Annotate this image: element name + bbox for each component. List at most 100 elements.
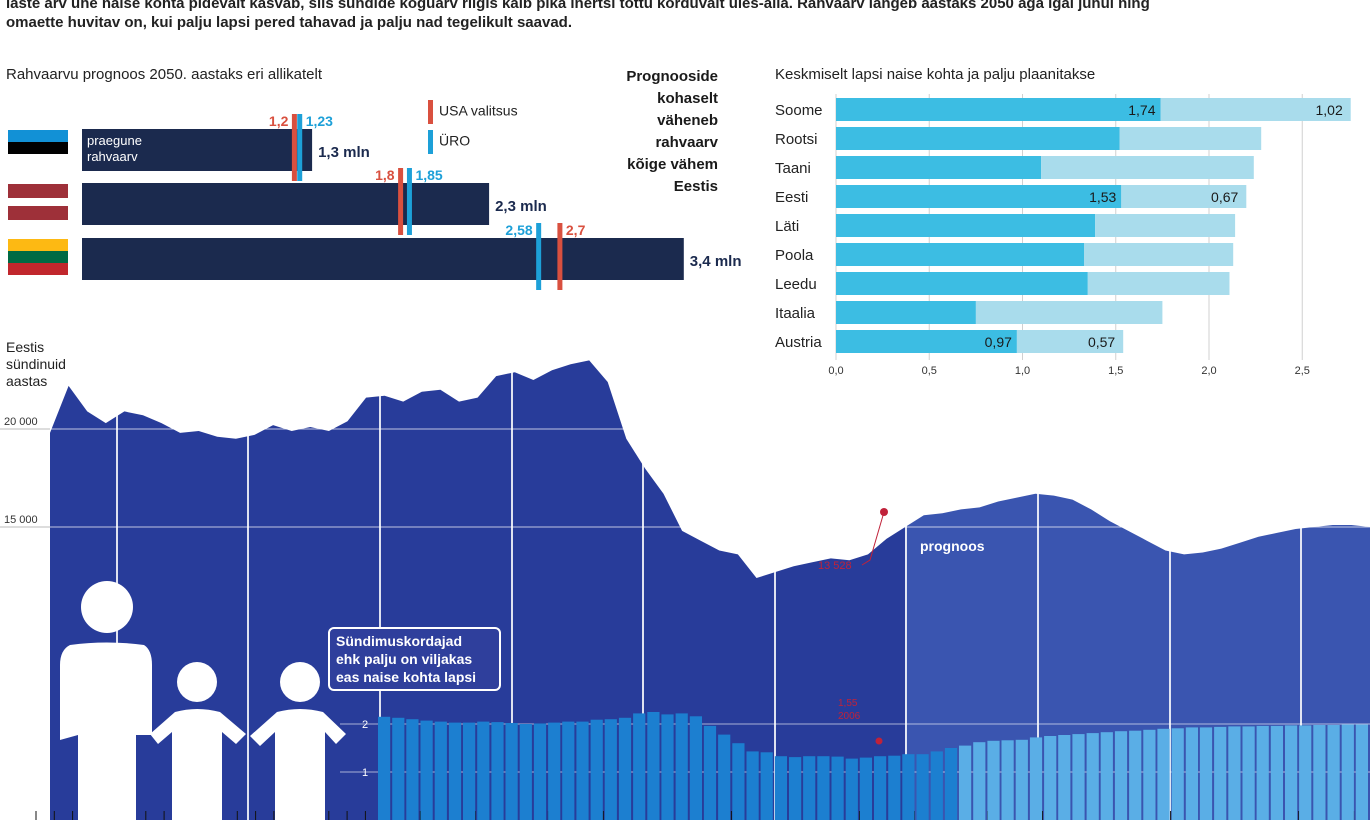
adult-body-icon [60,642,152,820]
fertility-marker [875,737,883,745]
planned-value-label: 0,57 [1088,334,1115,350]
actual-value-label: 0,97 [985,334,1012,350]
flag-stripe [8,184,68,198]
usa-forecast-label: 1,8 [375,167,395,183]
country-label: Itaalia [775,305,816,322]
fertility-bar [463,722,476,820]
flag-stripe [8,263,68,275]
fertility-bar [647,712,660,820]
fertility-bar [1285,725,1298,820]
preferences-tick-label: 1,5 [1108,365,1123,377]
fertility-bar [987,740,1000,820]
births-axis-label: Eestis sündinuid aastas [6,339,66,390]
flag-stripe [8,130,68,142]
fertility-tick-label: 2 [362,719,368,731]
adult-head-icon [81,581,133,633]
child-head-icon [177,662,217,702]
flag-stripe [8,251,68,263]
usa-forecast-marker [557,223,563,290]
country-label: Leedu [775,276,817,293]
uro-forecast-marker [536,223,542,290]
fertility-bar [1228,726,1241,820]
fertility-bar [576,721,589,820]
planned-children-bar [1084,243,1234,266]
fertility-title-line: ehk palju on viljakas [336,651,473,667]
fertility-bar [448,722,462,820]
country-label: Taani [775,160,811,177]
fertility-bar [1129,730,1142,820]
fertility-bar [1199,727,1213,820]
fertility-bar [874,756,887,820]
fertility-bar [392,717,405,820]
actual-children-bar [836,127,1120,150]
current-population-bar [82,129,313,171]
planned-children-bar [1121,185,1247,208]
births-label-line: Eestis [6,339,45,355]
actual-children-bar [836,156,1042,179]
side-note-line: Prognooside [626,68,718,85]
flag-stripe [8,154,68,166]
fertility-marker-year: 2006 [838,711,861,722]
fertility-bar [859,757,872,820]
legend-usa: USA valitsus [428,100,518,124]
fertility-bar [774,756,787,820]
planned-children-bar [975,301,1163,324]
fertility-bar [1058,735,1071,820]
fertility-bar [1313,725,1326,820]
fertility-bar [434,721,447,820]
fertility-bar [902,754,915,820]
usa-forecast-marker [398,168,404,235]
births-area-historical [50,360,906,820]
current-population-label: 3,4 mln [690,253,742,270]
fertility-title-line: eas naise kohta lapsi [336,669,477,685]
births-marker-label: 13 528 [818,560,852,572]
fertility-bar [406,719,419,820]
fertility-bar [930,751,943,820]
legend-uro-swatch [428,130,433,154]
fertility-bar [1143,729,1156,820]
fertility-bar [1114,731,1128,820]
fertility-bar [1341,724,1354,820]
usa-forecast-label: 1,2 [269,113,289,129]
uro-forecast-marker [406,168,412,235]
intro-line-1: laste arv ühe naise kohta pidevalt kasva… [6,0,1150,12]
preferences-tick-label: 0,0 [828,365,843,377]
fertility-bar [1214,726,1227,820]
family-figures [60,581,346,820]
flag-stripe [8,206,68,220]
births-tick-label: 15 000 [4,514,38,526]
births-label-line: aastas [6,373,48,389]
fertility-bar [1270,725,1283,820]
fertility-bar [732,743,745,820]
preferences-chart: 0,0 0,5 1,0 1,5 2,0 2,5 Soome Rootsi Taani Eesti L… [770,92,1351,377]
population-chart-title: Rahvaarvu prognoos 2050. aastaks eri all… [6,66,323,83]
side-note-line: kõige vähem [627,156,718,173]
preferences-tick-label: 2,5 [1295,365,1310,377]
flag-stripe [8,142,68,154]
usa-forecast-marker [291,114,297,181]
planned-children-bar [1087,272,1230,295]
fertility-bar [1072,734,1085,820]
fertility-bar [1242,726,1255,820]
fertility-title-line: Sündimuskordajad [336,633,463,649]
fertility-bar [1355,724,1368,820]
fertility-bar [533,723,547,820]
usa-forecast-label: 2,7 [566,222,586,238]
preferences-tick-label: 0,5 [922,365,937,377]
preferences-tick-label: 2,0 [1201,365,1216,377]
fertility-bar [420,720,433,820]
fertility-bar [1256,725,1269,820]
uro-forecast-label: 2,58 [505,222,532,238]
fertility-bar [944,748,958,820]
fertility-bar [491,722,504,820]
actual-children-bar [836,214,1096,237]
fertility-bar [675,713,688,820]
actual-children-bar [836,301,976,324]
fertility-bar [973,742,986,820]
legend-uro-label: ÜRO [439,132,471,149]
fertility-bar [378,716,391,820]
preferences-chart-title: Keskmiselt lapsi naise kohta ja palju pl… [775,66,1096,83]
intro-line-2: omaette huvitav on, kui palju lapsi pere… [6,14,572,31]
current-population-bar [82,183,490,225]
